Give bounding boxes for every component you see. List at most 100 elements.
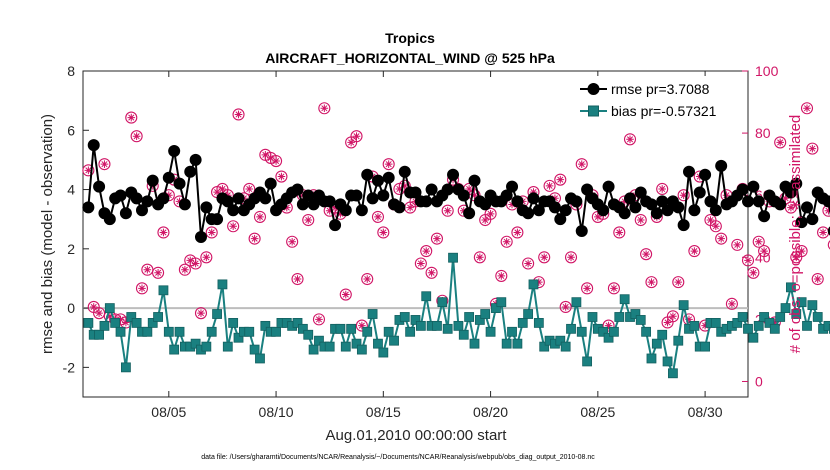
obs-assimilated-marker bbox=[658, 185, 666, 193]
obs-possible-marker bbox=[425, 266, 438, 279]
obs-count-point bbox=[554, 173, 567, 186]
obs-assimilated-marker bbox=[481, 216, 490, 224]
obs-possible-marker bbox=[152, 266, 165, 279]
bias-marker bbox=[399, 312, 410, 322]
obs-count-point bbox=[200, 251, 213, 264]
obs-possible-marker bbox=[253, 210, 267, 223]
y-tick-label-right: 100 bbox=[755, 63, 779, 79]
obs-possible-marker bbox=[270, 154, 283, 168]
bias-marker bbox=[560, 341, 571, 352]
obs-assimilated-marker bbox=[808, 144, 817, 153]
bias-marker bbox=[474, 315, 485, 325]
bias-marker bbox=[555, 335, 566, 346]
obs-assimilated-marker bbox=[733, 241, 742, 249]
obs-possible-marker bbox=[189, 257, 202, 270]
obs-possible-marker bbox=[725, 297, 738, 310]
obs-assimilated-marker bbox=[336, 210, 345, 218]
obs-possible-marker bbox=[130, 130, 143, 143]
y-tick-label-right: 0 bbox=[755, 373, 763, 389]
bias-marker bbox=[255, 353, 265, 364]
bias-marker bbox=[533, 318, 544, 328]
obs-possible-marker bbox=[672, 276, 685, 289]
obs-count-point bbox=[425, 266, 438, 279]
rmse-marker bbox=[200, 201, 213, 214]
obs-assimilated-marker bbox=[325, 206, 334, 215]
obs-count-point bbox=[157, 226, 170, 239]
obs-assimilated-marker bbox=[95, 309, 103, 317]
obs-count-point bbox=[243, 182, 256, 196]
obs-count-point bbox=[312, 313, 326, 326]
rmse-marker bbox=[168, 145, 181, 158]
bias-marker bbox=[480, 309, 491, 319]
obs-assimilated-marker bbox=[181, 265, 189, 274]
rmse-marker bbox=[178, 198, 191, 211]
legend-rmse-label: rmse pr=3.7088 bbox=[611, 81, 710, 97]
rmse-marker bbox=[339, 204, 352, 217]
bias-marker bbox=[491, 303, 501, 313]
bias-marker bbox=[206, 326, 217, 337]
rmse-marker bbox=[189, 153, 202, 166]
obs-count-point bbox=[141, 263, 154, 276]
obs-assimilated-marker bbox=[706, 216, 715, 224]
rmse-marker bbox=[350, 189, 363, 202]
obs-count-point bbox=[98, 158, 111, 171]
obs-count-point bbox=[613, 226, 626, 239]
obs-possible-marker bbox=[178, 263, 191, 276]
obs-possible-marker bbox=[731, 238, 744, 251]
obs-count-point bbox=[752, 235, 765, 248]
bias-marker bbox=[362, 326, 373, 337]
rmse-marker bbox=[618, 207, 631, 220]
obs-count-point bbox=[677, 189, 690, 202]
rmse-marker bbox=[232, 192, 245, 205]
obs-count-point bbox=[130, 130, 143, 143]
obs-count-point bbox=[774, 136, 787, 149]
obs-assimilated-marker bbox=[792, 253, 801, 262]
rmse-marker bbox=[800, 201, 813, 214]
bias-marker bbox=[217, 279, 228, 290]
obs-possible-marker bbox=[511, 226, 524, 239]
obs-assimilated-marker bbox=[545, 182, 554, 190]
obs-assimilated-marker bbox=[561, 303, 570, 311]
obs-assimilated-marker bbox=[234, 110, 243, 119]
rmse-marker bbox=[130, 192, 143, 205]
obs-possible-marker bbox=[758, 245, 771, 258]
bias-marker bbox=[598, 326, 609, 337]
bias-marker bbox=[410, 315, 421, 325]
obs-possible-marker bbox=[559, 300, 572, 314]
obs-count-point bbox=[275, 170, 288, 183]
obs-count-point bbox=[248, 232, 261, 245]
obs-possible-marker bbox=[564, 251, 578, 264]
bias-marker bbox=[163, 326, 174, 337]
obs-possible-marker bbox=[377, 226, 390, 239]
obs-possible-marker bbox=[607, 282, 620, 295]
rmse-marker bbox=[624, 192, 637, 205]
bias-marker bbox=[453, 320, 464, 331]
obs-assimilated-marker bbox=[771, 318, 779, 327]
obs-possible-marker bbox=[98, 158, 111, 171]
bias-marker bbox=[94, 329, 104, 340]
obs-assimilated-marker bbox=[620, 197, 629, 206]
obs-possible-marker bbox=[602, 319, 615, 332]
y-tick-label-left: 0 bbox=[67, 300, 75, 316]
rmse-marker bbox=[554, 213, 567, 226]
bias-marker bbox=[421, 291, 432, 302]
obs-possible-marker bbox=[93, 307, 106, 320]
obs-assimilated-marker bbox=[540, 253, 549, 262]
obs-assimilated-marker bbox=[787, 203, 795, 212]
obs-assimilated-marker bbox=[100, 160, 109, 168]
bias-marker bbox=[678, 300, 689, 311]
obs-possible-marker bbox=[811, 272, 824, 286]
obs-count-point bbox=[302, 213, 315, 227]
obs-possible-marker bbox=[82, 164, 95, 177]
obs-count-point bbox=[350, 130, 363, 143]
obs-assimilated-marker bbox=[197, 309, 205, 317]
obs-assimilated-marker bbox=[223, 191, 232, 199]
obs-count-point bbox=[495, 269, 508, 282]
bias-marker bbox=[737, 312, 748, 322]
obs-assimilated-marker bbox=[293, 275, 302, 283]
obs-assimilated-marker bbox=[384, 160, 393, 168]
obs-possible-marker bbox=[774, 136, 787, 149]
obs-possible-marker bbox=[634, 213, 647, 227]
rmse-marker bbox=[699, 168, 712, 181]
obs-possible-marker bbox=[339, 288, 352, 301]
